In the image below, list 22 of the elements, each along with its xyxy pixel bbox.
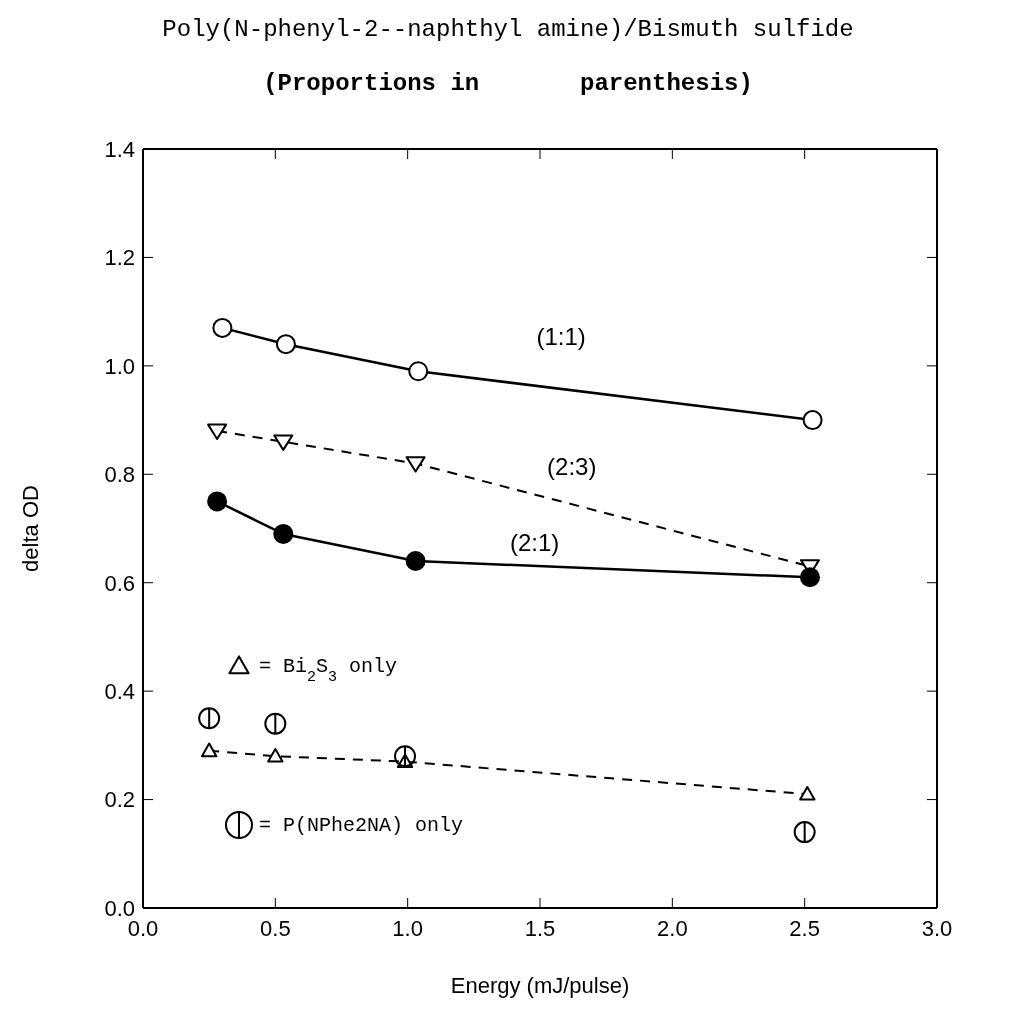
x-tick-label: 1.0 (392, 915, 423, 941)
y-tick-label: 1.2 (104, 245, 135, 271)
y-tick-label: 0.4 (104, 678, 135, 704)
y-tick-label: 1.4 (104, 136, 135, 162)
y-axis-title: delta OD (17, 485, 43, 572)
x-tick-label: 2.5 (789, 915, 820, 941)
chart-subtitle: (Proportions in parenthesis) (262, 70, 754, 97)
legend-label: = P(NPhe2NA) only (259, 814, 464, 837)
y-tick-label: 0.2 (104, 787, 135, 813)
y-tick-label: 0.8 (104, 462, 135, 488)
x-axis-title: Energy (mJ/pulse) (450, 973, 630, 998)
chart-title: Poly(N-phenyl-2--naphthyl amine)/Bismuth sulfide (161, 16, 855, 43)
annotation: (2:1) (510, 528, 560, 556)
x-tick-label: 3.0 (921, 915, 953, 941)
annotation: (2:3) (547, 452, 597, 480)
x-tick-label: 2.0 (657, 915, 688, 941)
annotation: (1:1) (536, 322, 586, 350)
legend-label: = Bi$_{2}$S$_{3}$ only (259, 655, 398, 686)
y-tick-label: 1.0 (104, 353, 135, 379)
x-tick-label: 0.5 (260, 915, 291, 941)
y-tick-label: 0.6 (104, 570, 135, 596)
x-tick-label: 1.5 (524, 915, 556, 941)
